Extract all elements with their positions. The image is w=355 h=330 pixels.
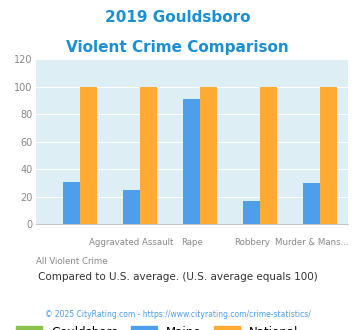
Text: © 2025 CityRating.com - https://www.cityrating.com/crime-statistics/: © 2025 CityRating.com - https://www.city…	[45, 310, 310, 319]
Bar	[304, 183, 320, 224]
Text: Violent Crime Comparison: Violent Crime Comparison	[66, 40, 289, 54]
Bar	[260, 87, 277, 224]
Bar	[63, 182, 80, 224]
Bar	[200, 87, 217, 224]
Bar	[123, 190, 140, 224]
Text: 2019 Gouldsboro: 2019 Gouldsboro	[105, 10, 250, 25]
Text: Aggravated Assault: Aggravated Assault	[89, 238, 174, 247]
Bar	[80, 87, 97, 224]
Text: Rape: Rape	[181, 238, 203, 247]
Text: All Violent Crime: All Violent Crime	[36, 257, 107, 266]
Text: Murder & Mans...: Murder & Mans...	[275, 238, 349, 247]
Bar	[244, 201, 260, 224]
Text: Robbery: Robbery	[234, 238, 270, 247]
Text: Compared to U.S. average. (U.S. average equals 100): Compared to U.S. average. (U.S. average …	[38, 272, 317, 282]
Bar	[140, 87, 157, 224]
Bar	[183, 99, 200, 224]
Legend: Gouldsboro, Maine, National: Gouldsboro, Maine, National	[16, 326, 299, 330]
Bar	[320, 87, 337, 224]
